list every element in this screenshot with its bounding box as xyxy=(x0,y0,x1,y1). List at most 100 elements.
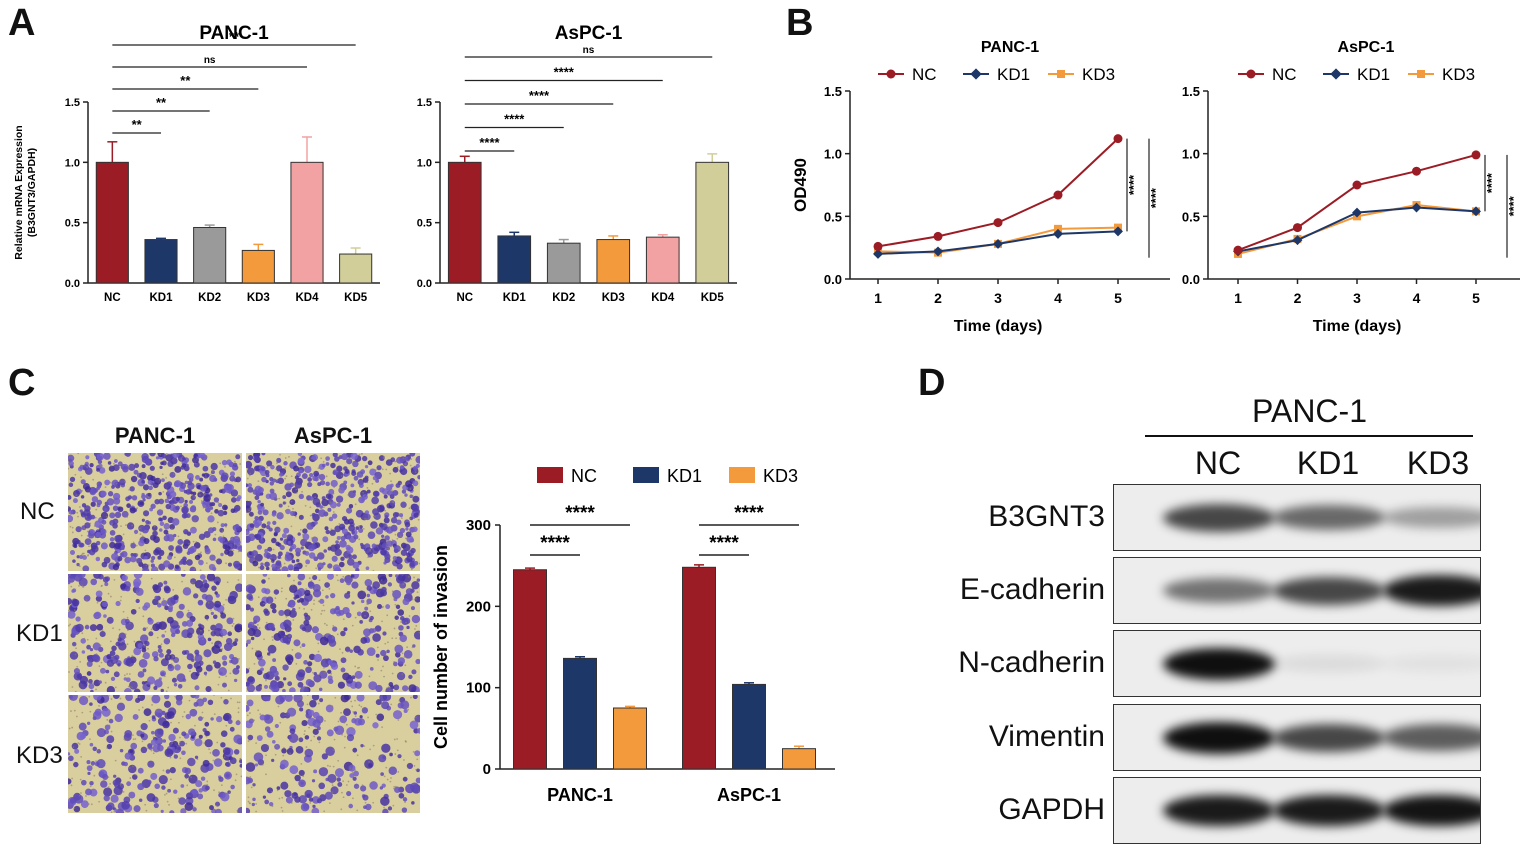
stained-cell xyxy=(343,627,348,632)
membrane-pore xyxy=(135,544,138,547)
stained-cell xyxy=(109,650,116,657)
membrane-pore xyxy=(171,549,174,552)
stained-cell xyxy=(275,465,283,472)
membrane-pore xyxy=(223,756,226,759)
stained-cell xyxy=(205,685,212,692)
stained-cell xyxy=(360,599,365,604)
legend-label-NC: NC xyxy=(571,466,597,486)
stained-cell xyxy=(141,479,145,484)
stained-cell xyxy=(189,545,197,553)
membrane-pore xyxy=(323,671,326,674)
membrane-pore xyxy=(182,809,185,812)
stained-cell xyxy=(210,462,218,471)
stained-cell xyxy=(154,679,163,688)
point-KD1 xyxy=(1113,226,1123,237)
y-axis-label: (B3GNT3/GAPDH) xyxy=(26,148,38,237)
membrane-pore xyxy=(236,544,239,546)
point-KD1 xyxy=(1471,206,1481,217)
stained-cell xyxy=(411,503,420,512)
membrane-pore xyxy=(83,527,86,530)
stained-cell xyxy=(169,810,175,813)
membrane-pore xyxy=(147,747,149,750)
membrane-pore xyxy=(160,643,163,646)
stained-cell xyxy=(327,546,332,551)
stained-cell xyxy=(95,595,103,602)
membrane-pore xyxy=(394,603,397,606)
stained-cell xyxy=(181,506,189,514)
stained-cell xyxy=(351,718,357,724)
x-tick-label: KD1 xyxy=(503,292,527,304)
membrane-pore xyxy=(253,559,255,562)
stained-cell xyxy=(154,595,159,600)
stained-cell xyxy=(269,801,274,807)
stained-cell xyxy=(199,485,207,492)
stained-cell xyxy=(271,758,275,763)
membrane-pore xyxy=(89,541,92,544)
membrane-pore xyxy=(354,715,357,718)
band-E-cadherin-NC xyxy=(1163,578,1275,603)
membrane-pore xyxy=(200,500,203,502)
membrane-pore xyxy=(129,622,131,625)
legend-label-KD1: KD1 xyxy=(997,65,1030,84)
stained-cell xyxy=(254,465,260,472)
membrane-pore xyxy=(363,745,366,748)
stained-cell xyxy=(235,523,239,528)
membrane-pore xyxy=(265,754,267,757)
membrane-pore xyxy=(418,562,420,565)
stained-cell xyxy=(91,545,99,553)
stained-cell xyxy=(397,754,402,759)
membrane-pore xyxy=(287,608,290,611)
stained-cell xyxy=(169,767,176,774)
stained-cell xyxy=(73,490,80,497)
membrane-pore xyxy=(299,529,302,531)
membrane-pore xyxy=(249,472,252,475)
stained-cell xyxy=(237,806,242,813)
membrane-pore xyxy=(225,525,227,528)
membrane-pore xyxy=(305,540,307,542)
stained-cell xyxy=(330,462,336,469)
membrane-pore xyxy=(318,579,321,582)
protein-label-N-cadherin: N-cadherin xyxy=(958,646,1105,679)
membrane-pore xyxy=(124,636,127,639)
stained-cell xyxy=(297,453,303,457)
membrane-pore xyxy=(178,564,181,566)
x-axis-label: Time (days) xyxy=(954,318,1043,335)
membrane-pore xyxy=(386,614,389,617)
x-tick-label: KD4 xyxy=(295,292,319,304)
x-tick-label: 2 xyxy=(934,290,942,306)
membrane-pore xyxy=(337,759,340,762)
stained-cell xyxy=(177,683,183,689)
stained-cell xyxy=(103,787,113,797)
stained-cell xyxy=(100,511,109,520)
membrane-pore xyxy=(247,796,250,799)
membrane-pore xyxy=(390,777,392,779)
stained-cell xyxy=(141,492,145,497)
legend-swatch xyxy=(537,467,563,483)
stained-cell xyxy=(184,480,189,485)
stained-cell xyxy=(252,797,256,802)
stained-cell xyxy=(312,589,322,598)
stained-cell xyxy=(329,608,337,615)
band-Vimentin-NC xyxy=(1163,721,1275,754)
membrane-pore xyxy=(305,746,308,748)
band-N-cadherin-KD3 xyxy=(1383,655,1480,672)
membrane-pore xyxy=(403,689,406,692)
membrane-pore xyxy=(194,520,196,522)
stained-cell xyxy=(251,802,255,807)
stained-cell xyxy=(271,537,277,544)
stained-cell xyxy=(411,614,420,624)
membrane-pore xyxy=(321,589,324,592)
membrane-pore xyxy=(255,742,258,745)
x-tick-label: 2 xyxy=(1294,290,1302,306)
stained-cell xyxy=(385,604,391,610)
stained-cell xyxy=(375,478,380,483)
stained-cell xyxy=(389,500,396,506)
membrane-pore xyxy=(340,808,343,811)
stained-cell xyxy=(160,658,169,667)
membrane-pore xyxy=(415,768,418,771)
point-KD1 xyxy=(933,246,943,257)
stained-cell xyxy=(144,640,150,647)
membrane-pore xyxy=(188,542,191,545)
stained-cell xyxy=(264,548,269,553)
stained-cell xyxy=(254,763,259,767)
